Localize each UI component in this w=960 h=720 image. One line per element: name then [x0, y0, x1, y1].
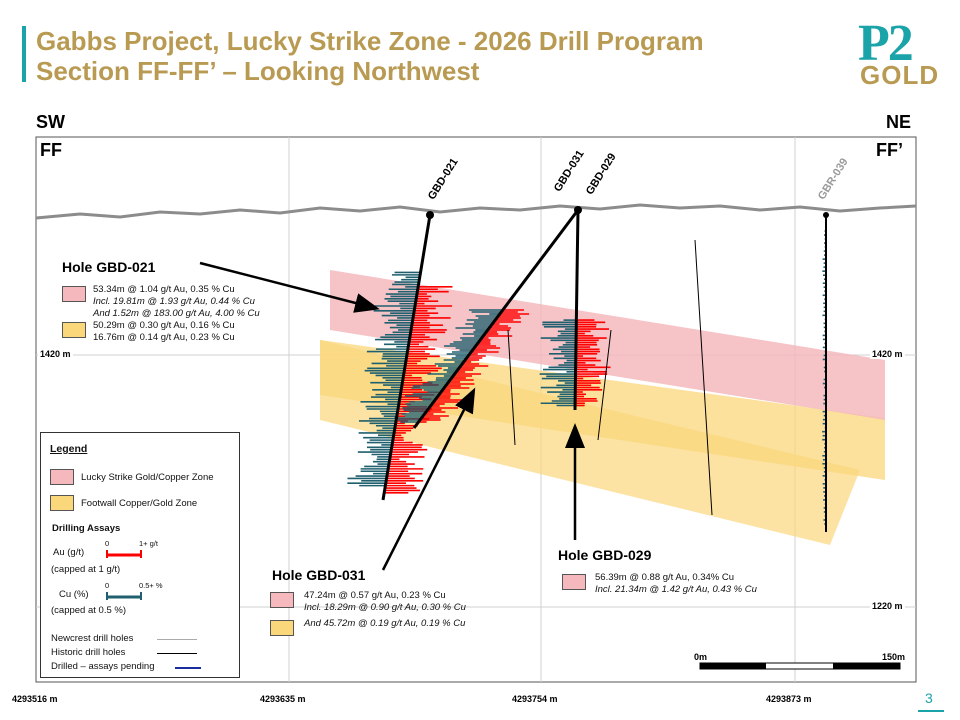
trace-gbd029	[573, 209, 580, 411]
easting-label-3: 4293754 m	[512, 694, 558, 704]
hole-gbd031-zone2-swatch	[270, 620, 294, 636]
easting-label-4: 4293873 m	[766, 694, 812, 704]
legend-historic-label: Historic drill holes	[51, 647, 126, 658]
title-line-2: Section FF-FF’ – Looking Northwest	[36, 56, 480, 86]
hole-gbd029-assays: 56.39m @ 0.88 g/t Au, 0.34% Cu Incl. 21.…	[595, 572, 757, 596]
hole-gbd029-line-1: 56.39m @ 0.88 g/t Au, 0.34% Cu	[595, 572, 735, 583]
arrow-gbd031	[381, 387, 476, 571]
callout-arrows	[199, 261, 585, 571]
title-line-1: Gabbs Project, Lucky Strike Zone - 2026 …	[36, 26, 704, 56]
section-frame	[35, 136, 917, 683]
legend-title: Legend	[50, 443, 88, 455]
hole-gbd031-line-3: And 45.72m @ 0.19 g/t Au, 0.19 % Cu	[304, 618, 466, 629]
hole-gbd021-line-2: Incl. 19.81m @ 1.93 g/t Au, 0.44 % Cu	[93, 296, 255, 307]
legend-box: Legend Lucky Strike Gold/Copper Zone Foo…	[40, 432, 240, 678]
legend-au-label: Au (g/t)	[53, 547, 85, 558]
logo-gold: GOLD	[860, 60, 940, 90]
historic-drill-holes	[507, 239, 713, 516]
legend-au-max: 1+ g/t	[139, 539, 158, 548]
hole-gbd021-line-4: 50.29m @ 0.30 g/t Au, 0.16 % Cu	[93, 320, 235, 331]
legend-newcrest-line	[157, 639, 197, 640]
legend-au-min: 0	[105, 539, 110, 548]
drill-traces	[381, 209, 580, 501]
hole-gbd031-heading: Hole GBD-031	[272, 567, 366, 583]
legend-newcrest-label: Newcrest drill holes	[51, 633, 134, 644]
page-title: Gabbs Project, Lucky Strike Zone - 2026 …	[36, 26, 704, 86]
legend-cu-max: 0.5+ %	[139, 581, 163, 590]
lucky-strike-zone	[330, 270, 885, 420]
logo-p2: P2	[858, 15, 914, 72]
legend-cu-label: Cu (%)	[59, 589, 89, 600]
legend-zone1-label: Lucky Strike Gold/Copper Zone	[81, 472, 214, 483]
legend-cu-cap: (capped at 0.5 %)	[51, 605, 126, 616]
orientation-right: NE	[886, 112, 912, 132]
legend-au-cap: (capped at 1 g/t)	[51, 564, 121, 575]
hole-gbd031-assays: 47.24m @ 0.57 g/t Au, 0.23 % Cu Incl. 18…	[304, 590, 466, 630]
orientation-left: SW	[36, 112, 65, 132]
trace-gbd031	[412, 209, 580, 429]
legend-zone2-label: Footwall Copper/Gold Zone	[81, 498, 198, 509]
hole-gbd021-line-5: 16.76m @ 0.14 g/t Au, 0.23 % Cu	[93, 332, 235, 343]
easting-label-1: 4293516 m	[12, 694, 58, 704]
p2-gold-logo: P2 GOLD	[858, 15, 942, 90]
hole-gbd021-zone2-swatch	[62, 322, 86, 338]
elevation-label-lower-right: 1220 m	[870, 601, 905, 611]
hole-gbd021-heading: Hole GBD-021	[62, 259, 156, 275]
footwall-copper-gold-zone	[320, 340, 860, 545]
elevation-label-upper-right: 1420 m	[870, 349, 905, 359]
hole-gbd021-line-1: 53.34m @ 1.04 g/t Au, 0.35 % Cu	[93, 284, 235, 295]
arrow-gbd021	[199, 261, 380, 313]
legend-zone1-swatch	[50, 469, 74, 485]
title-accent-bar	[22, 26, 26, 82]
legend-pending-label: Drilled – assays pending	[51, 661, 155, 672]
assay-bars-gbd031	[394, 309, 530, 423]
legend-cu-scale	[106, 592, 142, 600]
hole-gbd021-assays: 53.34m @ 1.04 g/t Au, 0.35 % Cu Incl. 19…	[93, 284, 260, 344]
legend-au-scale	[106, 550, 142, 558]
assay-bars-gbd029	[539, 319, 611, 407]
hole-gbd021-zone1-swatch	[62, 286, 86, 302]
easting-label-2: 4293635 m	[260, 694, 306, 704]
hole-gbd029-heading: Hole GBD-029	[558, 547, 652, 563]
section-right-label: FF’	[876, 140, 903, 160]
hole-gbd031-line-1: 47.24m @ 0.57 g/t Au, 0.23 % Cu	[304, 590, 446, 601]
section-left-label: FF	[40, 140, 62, 160]
legend-historic-line	[157, 653, 197, 654]
hole-gbd021-line-3: And 1.52m @ 183.00 g/t Au, 4.00 % Cu	[93, 308, 260, 319]
page-number: 3	[925, 690, 933, 706]
legend-assays-title: Drilling Assays	[52, 523, 121, 534]
scale-end-label: 150m	[882, 652, 906, 662]
hole-gbd029-line-2: Incl. 21.34m @ 1.42 g/t Au, 0.43 % Cu	[595, 584, 757, 595]
legend-zone2-swatch	[50, 495, 74, 511]
elevation-label-upper-left: 1420 m	[38, 349, 73, 359]
topography-line	[35, 203, 917, 220]
legend-cu-min: 0	[105, 581, 110, 590]
hole-gbd031-zone1-swatch	[270, 592, 294, 608]
hole-gbd029-zone1-swatch	[562, 574, 586, 590]
scale-start-label: 0m	[694, 652, 708, 662]
page-number-underline	[918, 710, 944, 712]
hole-gbd031-line-2: Incl. 18.29m @ 0.90 g/t Au, 0.30 % Cu	[304, 602, 466, 613]
legend-pending-line	[175, 667, 201, 669]
collars	[426, 206, 829, 219]
scale-bar	[699, 662, 901, 670]
trace-gbd021	[381, 214, 432, 501]
